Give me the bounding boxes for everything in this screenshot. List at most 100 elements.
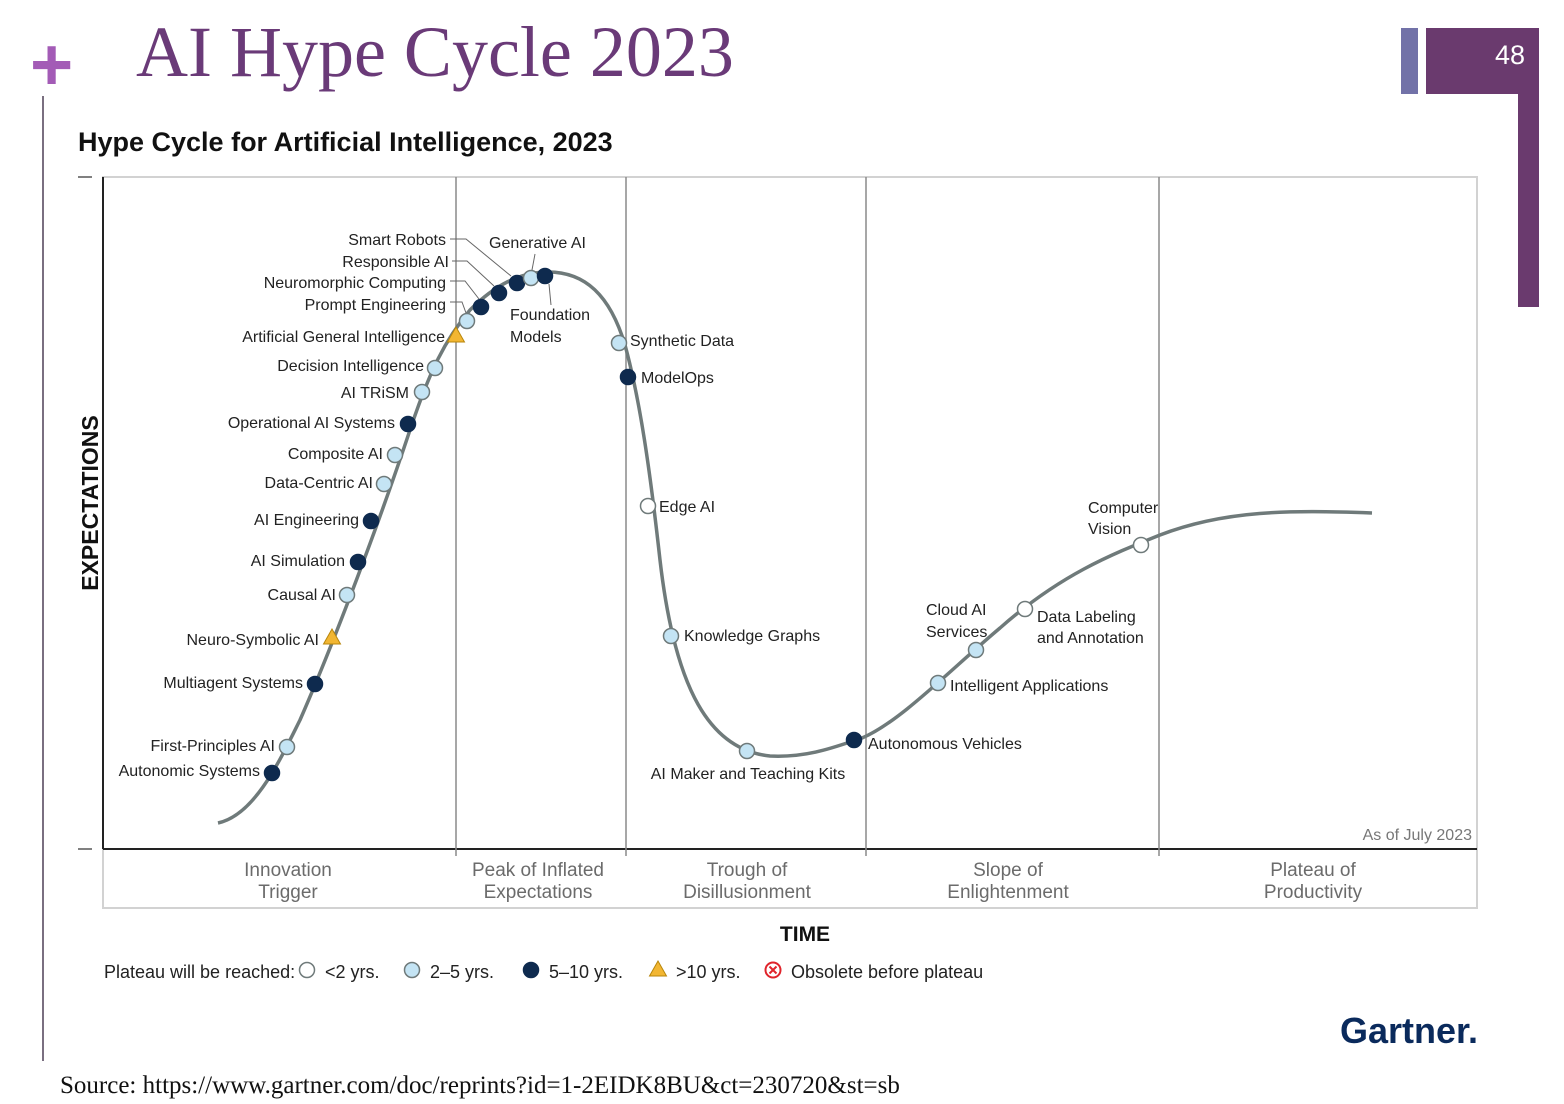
tech-label-autonomous-vehicles: Autonomous Vehicles [868,736,1022,753]
tech-label-knowledge-graphs: Knowledge Graphs [684,628,820,645]
tech-label-artificial-general-intelligence: Artificial General Intelligence [242,329,445,346]
tech-label-computer-vision-line-2: Vision [1088,521,1131,538]
legend-marker-gt10 [648,959,668,977]
tech-label-computer-vision-line-1: Computer [1088,500,1159,517]
slide-title: AI Hype Cycle 2023 [136,12,734,92]
tech-label-multiagent-systems: Multiagent Systems [163,675,303,692]
leader-line-generative-ai [531,253,536,271]
legend-marker-obsolete-cross [768,965,778,975]
tech-marker-data-labeling-and-annotation [1016,600,1034,618]
legend-label-lt2: <2 yrs. [325,962,380,982]
tech-marker-ai-simulation [349,553,367,571]
x-axis-title: TIME [780,923,830,946]
hype-curve [217,270,1373,825]
legend-marker-5to10 [522,961,540,979]
leader-line-foundation-models [548,283,552,306]
leader-line-neuromorphic-computing [450,280,480,300]
tech-marker-neuromorphic-computing [472,298,490,316]
gartner-logo: Gartner. [1340,1010,1478,1051]
source-citation: Source: https://www.gartner.com/doc/repr… [60,1072,900,1099]
tech-label-responsible-ai: Responsible AI [342,254,449,271]
tech-marker-ai-maker-and-teaching-kits [738,742,756,760]
tech-marker-generative-ai [522,269,540,287]
phase-label-innovation-trigger-line-1: Innovation [244,860,332,881]
tech-marker-first-principles-ai [278,738,296,756]
tech-marker-neuro-symbolic-ai [322,627,342,645]
tech-label-cloud-ai-services-line-2: Services [926,624,987,641]
tech-marker-edge-ai [639,497,657,515]
tech-label-decision-intelligence: Decision Intelligence [277,358,424,375]
as-of-date: As of July 2023 [1363,827,1473,844]
tech-label-data-labeling-and-annotation-line-1: Data Labeling [1037,609,1136,626]
tech-label-composite-ai: Composite AI [288,446,383,463]
tech-label-autonomic-systems: Autonomic Systems [119,763,260,780]
tech-label-generative-ai: Generative AI [489,235,586,252]
tech-marker-causal-ai [338,586,356,604]
legend-title: Plateau will be reached: [104,962,295,982]
tech-label-data-centric-ai: Data-Centric AI [265,475,373,492]
tech-label-synthetic-data: Synthetic Data [630,333,734,350]
phase-label-trough-of-disillusionment-line-2: Disillusionment [683,882,811,903]
tech-label-intelligent-applications: Intelligent Applications [950,678,1108,695]
tech-marker-responsible-ai [490,284,508,302]
phase-label-innovation-trigger-line-2: Trigger [258,882,318,903]
tech-marker-decision-intelligence [426,359,444,377]
tech-marker-synthetic-data [610,334,628,352]
chart-title: Hype Cycle for Artificial Intelligence, … [78,127,613,157]
tech-label-modelops: ModelOps [641,370,714,387]
leader-line-smart-robots [450,238,512,277]
tech-label-ai-trism: AI TRiSM [341,385,409,402]
accent-bar-small [1401,28,1418,94]
phase-label-slope-of-enlightenment-line-2: Enlightenment [947,882,1069,903]
tech-marker-multiagent-systems [306,675,324,693]
tech-label-foundation-models-line-1: Foundation [510,307,590,324]
left-divider-line [42,96,44,1061]
tech-marker-ai-trism [413,383,431,401]
legend-label-2to5: 2–5 yrs. [430,962,494,982]
tech-label-prompt-engineering: Prompt Engineering [305,297,446,314]
accent-bar-vertical [1518,94,1539,307]
legend-marker-obsolete [764,961,782,979]
leader-line-responsible-ai [452,260,495,287]
tech-marker-modelops [619,368,637,386]
tech-label-causal-ai: Causal AI [268,587,336,604]
tech-label-ai-maker-and-teaching-kits: AI Maker and Teaching Kits [651,766,845,783]
tech-label-ai-simulation: AI Simulation [251,553,345,570]
tech-label-operational-ai-systems: Operational AI Systems [228,415,395,432]
tech-label-neuro-symbolic-ai: Neuro-Symbolic AI [187,632,320,649]
tech-marker-computer-vision [1132,536,1150,554]
phase-label-peak-of-inflated-expectations-line-1: Peak of Inflated [472,860,604,881]
leader-line-prompt-engineering [450,301,467,314]
tech-label-cloud-ai-services-line-1: Cloud AI [926,602,986,619]
tech-label-ai-engineering: AI Engineering [254,512,359,529]
legend-marker-2to5 [403,961,421,979]
tech-marker-artificial-general-intelligence [446,325,466,343]
tech-marker-ai-engineering [362,512,380,530]
tech-label-neuromorphic-computing: Neuromorphic Computing [264,275,446,292]
page-number: 48 [1494,40,1525,70]
tech-label-first-principles-ai: First-Principles AI [151,738,275,755]
y-axis-title: EXPECTATIONS [77,415,103,591]
tech-label-smart-robots: Smart Robots [348,232,446,249]
tech-marker-cloud-ai-services [967,641,985,659]
phase-label-slope-of-enlightenment-line-1: Slope of [973,860,1043,881]
tech-marker-composite-ai [386,446,404,464]
tech-marker-knowledge-graphs [662,627,680,645]
tech-marker-prompt-engineering [458,312,476,330]
tech-marker-smart-robots [508,274,526,292]
phase-label-plateau-of-productivity-line-2: Productivity [1264,882,1363,903]
tech-label-edge-ai: Edge AI [659,499,715,516]
phase-label-plateau-of-productivity-line-1: Plateau of [1270,860,1356,881]
plus-logo-icon: + [30,23,74,106]
tech-label-foundation-models-line-2: Models [510,329,562,346]
tech-marker-intelligent-applications [929,674,947,692]
phase-label-trough-of-disillusionment-line-1: Trough of [707,860,788,881]
legend-marker-lt2 [298,961,316,979]
tech-marker-foundation-models [536,267,554,285]
phase-label-peak-of-inflated-expectations-line-2: Expectations [484,882,593,903]
tech-marker-data-centric-ai [375,475,393,493]
legend-label-gt10: >10 yrs. [676,962,741,982]
legend-label-obsolete: Obsolete before plateau [791,962,983,982]
tech-marker-operational-ai-systems [399,415,417,433]
